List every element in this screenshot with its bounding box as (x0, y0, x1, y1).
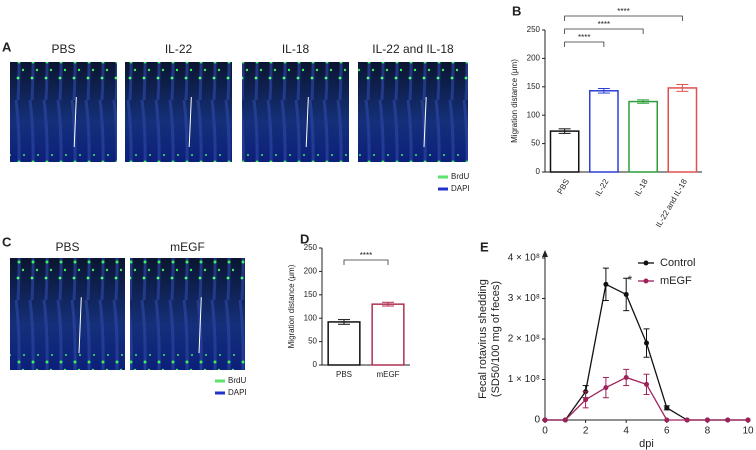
significance-bracket (564, 15, 683, 21)
y-tick-label: 0 (536, 167, 541, 176)
image-title: IL-22 (165, 42, 193, 56)
migration-arrow (73, 96, 77, 148)
x-tick-label: IL-22 (594, 177, 611, 198)
data-point (562, 417, 568, 423)
micrograph-texture (10, 258, 125, 370)
y-tick-label: 0 (313, 360, 318, 369)
y-tick-label: 150 (527, 82, 541, 91)
micrograph-texture (358, 62, 468, 162)
x-tick-label: 6 (664, 426, 670, 437)
significance-bracket (564, 41, 605, 47)
significance-bracket (343, 259, 389, 265)
y-tick-label: 100 (527, 110, 541, 119)
y-tick-label: 2 × 10⁸ (508, 334, 540, 345)
x-tick-label: IL-18 (633, 177, 650, 198)
data-point (704, 417, 710, 423)
image-title: IL-18 (282, 42, 310, 56)
data-point (603, 385, 609, 391)
data-point (664, 417, 670, 423)
significance-label: **** (578, 33, 590, 42)
y-axis-label: (SD50/100 mg of feces) (490, 281, 502, 397)
migration-arrow (188, 96, 192, 148)
bar (588, 90, 619, 173)
panel-label: C (2, 234, 12, 249)
y-tick-label: 200 (304, 267, 318, 276)
micrograph-texture (10, 62, 117, 162)
annotation: * (628, 273, 633, 287)
y-tick-label: 50 (531, 139, 540, 148)
x-tick-label: IL-22 and IL-18 (654, 177, 689, 229)
data-point (623, 374, 629, 380)
micrograph-texture (125, 62, 232, 162)
data-point (664, 405, 670, 411)
x-tick-label: 4 (623, 426, 629, 437)
bar (371, 303, 405, 366)
data-point (725, 417, 731, 423)
y-tick-label: 150 (304, 290, 318, 299)
y-tick-label: 100 (304, 313, 318, 322)
y-axis-label: Migration distance (μm) (510, 59, 519, 143)
significance-label: **** (617, 7, 629, 16)
migration-arrow (78, 297, 82, 354)
legend-marker (643, 278, 649, 284)
significance-label: **** (360, 251, 372, 260)
legend-label: DAPI (451, 184, 470, 193)
significance-label: **** (598, 20, 610, 29)
panel-label: A (2, 39, 12, 54)
data-point (644, 381, 649, 387)
panel-label: D (300, 231, 309, 246)
y-axis-label: Fecal rotavirus shedding (477, 279, 489, 399)
legend-label: BrdU (451, 172, 469, 181)
y-tick-label: 4 × 10⁸ (508, 253, 540, 264)
x-tick-label: PBS (336, 370, 352, 379)
image-title: PBS (51, 42, 75, 56)
image-title: mEGF (170, 240, 205, 254)
y-tick-label: 0 (534, 415, 540, 426)
x-tick-label: 8 (705, 426, 711, 437)
legend-label: mEGF (660, 275, 692, 287)
data-point (623, 291, 629, 297)
x-tick-label: 2 (583, 426, 589, 437)
y-tick-label: 1 × 10⁸ (508, 374, 540, 385)
legend-marker (643, 260, 649, 266)
legend-label: Control (660, 257, 695, 269)
bar (628, 100, 659, 173)
y-axis-label: Migration distance (μm) (287, 264, 296, 348)
x-tick-label: 10 (742, 426, 754, 437)
y-tick-label: 50 (308, 337, 317, 346)
significance-bracket (564, 28, 644, 34)
legend-label: DAPI (228, 388, 247, 397)
migration-arrow (305, 96, 309, 148)
micrograph-texture (130, 258, 245, 370)
x-axis-label: dpi (639, 438, 654, 450)
migration-arrow (423, 96, 427, 148)
data-point (542, 417, 548, 423)
panel-label: E (480, 239, 489, 254)
migration-arrow (198, 297, 202, 354)
x-tick-label: PBS (555, 178, 571, 196)
y-axis-arrow (542, 250, 548, 257)
data-point (644, 340, 649, 346)
bar (549, 130, 580, 173)
y-tick-label: 250 (304, 243, 318, 252)
data-point (684, 417, 690, 423)
bar (667, 87, 698, 173)
x-tick-label: mEGF (376, 370, 399, 379)
image-title: PBS (55, 240, 79, 254)
y-tick-label: 250 (527, 25, 541, 34)
panel-label: B (512, 3, 521, 18)
x-tick-label: 0 (542, 426, 548, 437)
y-tick-label: 3 × 10⁸ (508, 293, 540, 304)
data-point (745, 417, 751, 423)
data-point (603, 281, 609, 287)
legend-label: BrdU (228, 376, 246, 385)
data-point (583, 397, 589, 403)
image-title: IL-22 and IL-18 (372, 42, 454, 56)
y-tick-label: 200 (527, 54, 541, 63)
micrograph-texture (242, 62, 349, 162)
bar (327, 321, 361, 366)
